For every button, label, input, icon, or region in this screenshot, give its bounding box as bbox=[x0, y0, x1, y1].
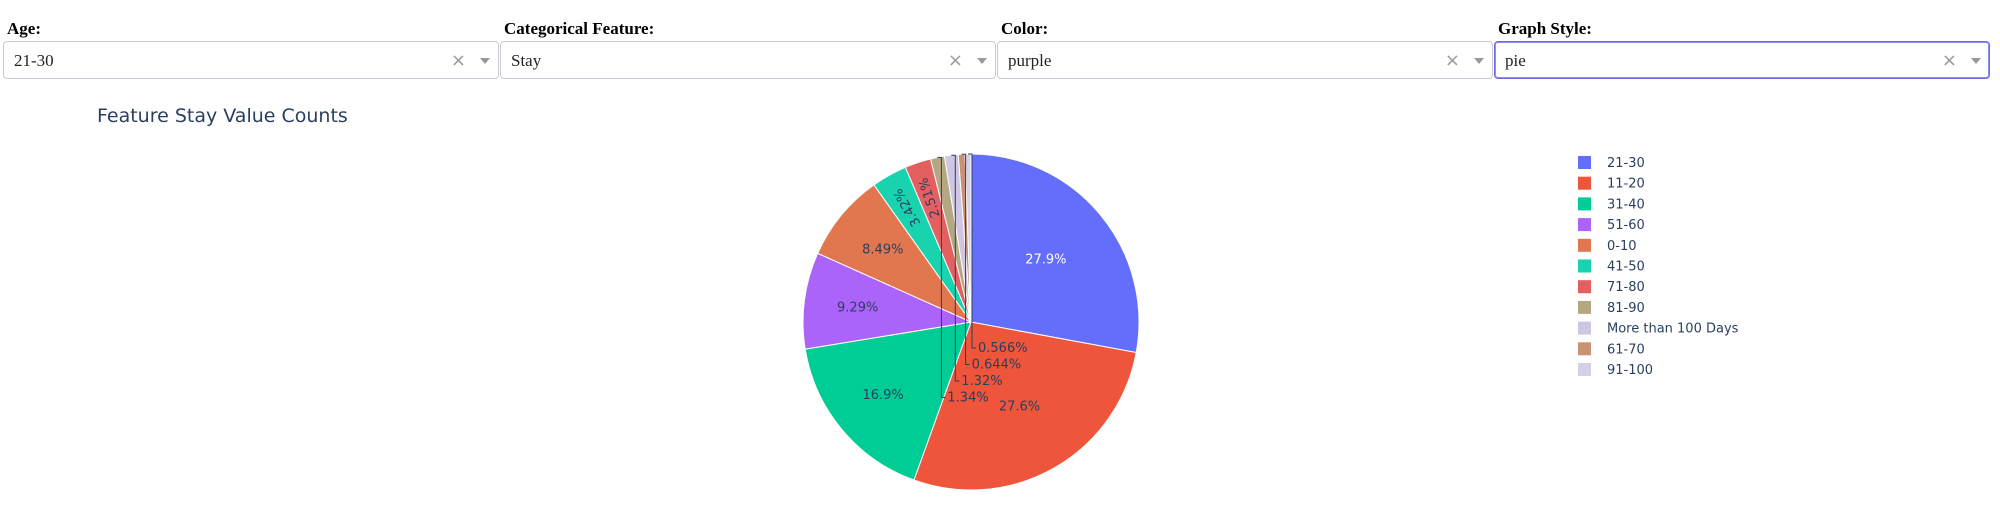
categorical-feature-label: Categorical Feature: bbox=[504, 19, 655, 38]
legend-item-91-100[interactable]: 91-100 bbox=[1578, 363, 1653, 378]
leader-line-81-90 bbox=[937, 156, 946, 398]
slice-label-81-90: 1.34% bbox=[947, 391, 988, 406]
legend-swatch bbox=[1578, 156, 1591, 169]
age-select[interactable]: 21-30 × bbox=[3, 41, 499, 79]
slice-label-31-40: 16.9% bbox=[862, 388, 903, 403]
graph-style-select[interactable]: pie × bbox=[1494, 41, 1990, 79]
legend-item-61-70[interactable]: 61-70 bbox=[1578, 342, 1645, 357]
legend-swatch bbox=[1578, 218, 1591, 232]
slice-label-91-100: 0.566% bbox=[978, 341, 1028, 356]
legend-label: 71-80 bbox=[1607, 280, 1645, 295]
age-select-value: 21-30 bbox=[14, 51, 54, 70]
legend-label: 31-40 bbox=[1607, 197, 1645, 212]
legend-item-71-80[interactable]: 71-80 bbox=[1578, 280, 1645, 295]
legend-label: More than 100 Days bbox=[1607, 322, 1739, 337]
categorical-feature-control: Categorical Feature: Stay × bbox=[500, 18, 996, 79]
legend-swatch bbox=[1578, 197, 1591, 211]
age-control: Age: 21-30 × bbox=[3, 18, 499, 79]
slice-label-21-30: 27.9% bbox=[1025, 253, 1066, 268]
age-label: Age: bbox=[7, 19, 41, 38]
chevron-down-icon[interactable] bbox=[480, 58, 490, 64]
chevron-down-icon[interactable] bbox=[1971, 58, 1981, 64]
legend-label: 81-90 bbox=[1607, 301, 1645, 316]
legend-item-more-than-100-days[interactable]: More than 100 Days bbox=[1578, 321, 1739, 337]
legend-item-51-60[interactable]: 51-60 bbox=[1578, 218, 1645, 233]
slice-label-0-10: 8.49% bbox=[862, 242, 903, 257]
pie-slice-31-40[interactable] bbox=[804, 321, 972, 481]
close-icon[interactable]: × bbox=[450, 50, 466, 71]
chevron-down-icon[interactable] bbox=[1474, 58, 1484, 64]
legend-label: 51-60 bbox=[1607, 218, 1645, 233]
pie-slice-21-30[interactable] bbox=[970, 153, 1140, 354]
graph-style-control: Graph Style: pie × bbox=[1494, 18, 1990, 79]
legend-label: 91-100 bbox=[1607, 363, 1653, 378]
legend-swatch bbox=[1578, 280, 1591, 294]
slice-label-11-20: 27.6% bbox=[999, 400, 1040, 415]
chart-title: Feature Stay Value Counts bbox=[97, 105, 348, 127]
filter-controls: Age: 21-30 × Categorical Feature: Stay ×… bbox=[0, 0, 2000, 90]
legend-label: 41-50 bbox=[1607, 260, 1645, 275]
slice-label-more-than-100-days: 1.32% bbox=[961, 374, 1002, 389]
slice-label-51-60: 9.29% bbox=[837, 300, 878, 315]
close-icon[interactable]: × bbox=[1941, 50, 1957, 71]
legend-item-11-20[interactable]: 11-20 bbox=[1578, 176, 1645, 192]
leader-line-61-70 bbox=[961, 153, 970, 365]
chevron-down-icon[interactable] bbox=[977, 58, 987, 64]
legend-label: 11-20 bbox=[1607, 177, 1645, 192]
legend-label: 61-70 bbox=[1607, 342, 1645, 357]
slice-label-61-70: 0.644% bbox=[972, 358, 1022, 373]
legend-swatch bbox=[1578, 259, 1591, 273]
categorical-feature-select-value: Stay bbox=[511, 51, 542, 70]
leader-line-more-than-100-days bbox=[951, 154, 960, 382]
pie-slice-51-60[interactable] bbox=[802, 252, 973, 350]
legend-swatch bbox=[1578, 300, 1591, 314]
legend-swatch bbox=[1578, 321, 1591, 335]
graph-style-select-value: pie bbox=[1505, 51, 1526, 70]
pie-slices bbox=[802, 153, 1140, 491]
color-control: Color: purple × bbox=[997, 18, 1493, 79]
legend-label: 21-30 bbox=[1607, 156, 1645, 171]
legend-swatch bbox=[1578, 342, 1591, 356]
legend-item-0-10[interactable]: 0-10 bbox=[1578, 238, 1637, 254]
close-icon[interactable]: × bbox=[1444, 50, 1460, 71]
pie-slice-11-20[interactable] bbox=[913, 321, 1137, 491]
color-label: Color: bbox=[1001, 19, 1049, 38]
color-select[interactable]: purple × bbox=[997, 41, 1493, 79]
legend-item-31-40[interactable]: 31-40 bbox=[1578, 197, 1645, 212]
color-select-value: purple bbox=[1008, 51, 1052, 70]
categorical-feature-select[interactable]: Stay × bbox=[500, 41, 996, 79]
pie-chart: Feature Stay Value Counts 27.9% 27.6% 16.9… bbox=[0, 90, 2000, 512]
pie-chart-svg: Feature Stay Value Counts 27.9% 27.6% 16.9… bbox=[97, 105, 1739, 491]
graph-style-label: Graph Style: bbox=[1498, 19, 1592, 38]
legend-label: 0-10 bbox=[1607, 239, 1637, 254]
pie-slice-0-10[interactable] bbox=[817, 184, 973, 324]
legend-swatch bbox=[1578, 176, 1591, 190]
legend: 21-30 11-20 31-40 51-60 0-10 41-50 71-80 81-90 M… bbox=[1578, 156, 1739, 378]
legend-swatch bbox=[1578, 238, 1591, 252]
close-icon[interactable]: × bbox=[947, 50, 963, 71]
legend-swatch bbox=[1578, 363, 1591, 376]
legend-item-21-30[interactable]: 21-30 bbox=[1578, 156, 1645, 171]
legend-item-81-90[interactable]: 81-90 bbox=[1578, 300, 1645, 316]
pie-labels: 27.9%27.6%16.9%9.29%8.49%3.42%2.51%0.566… bbox=[837, 153, 1067, 415]
legend-item-41-50[interactable]: 41-50 bbox=[1578, 259, 1645, 275]
leader-line-91-100 bbox=[968, 153, 976, 349]
